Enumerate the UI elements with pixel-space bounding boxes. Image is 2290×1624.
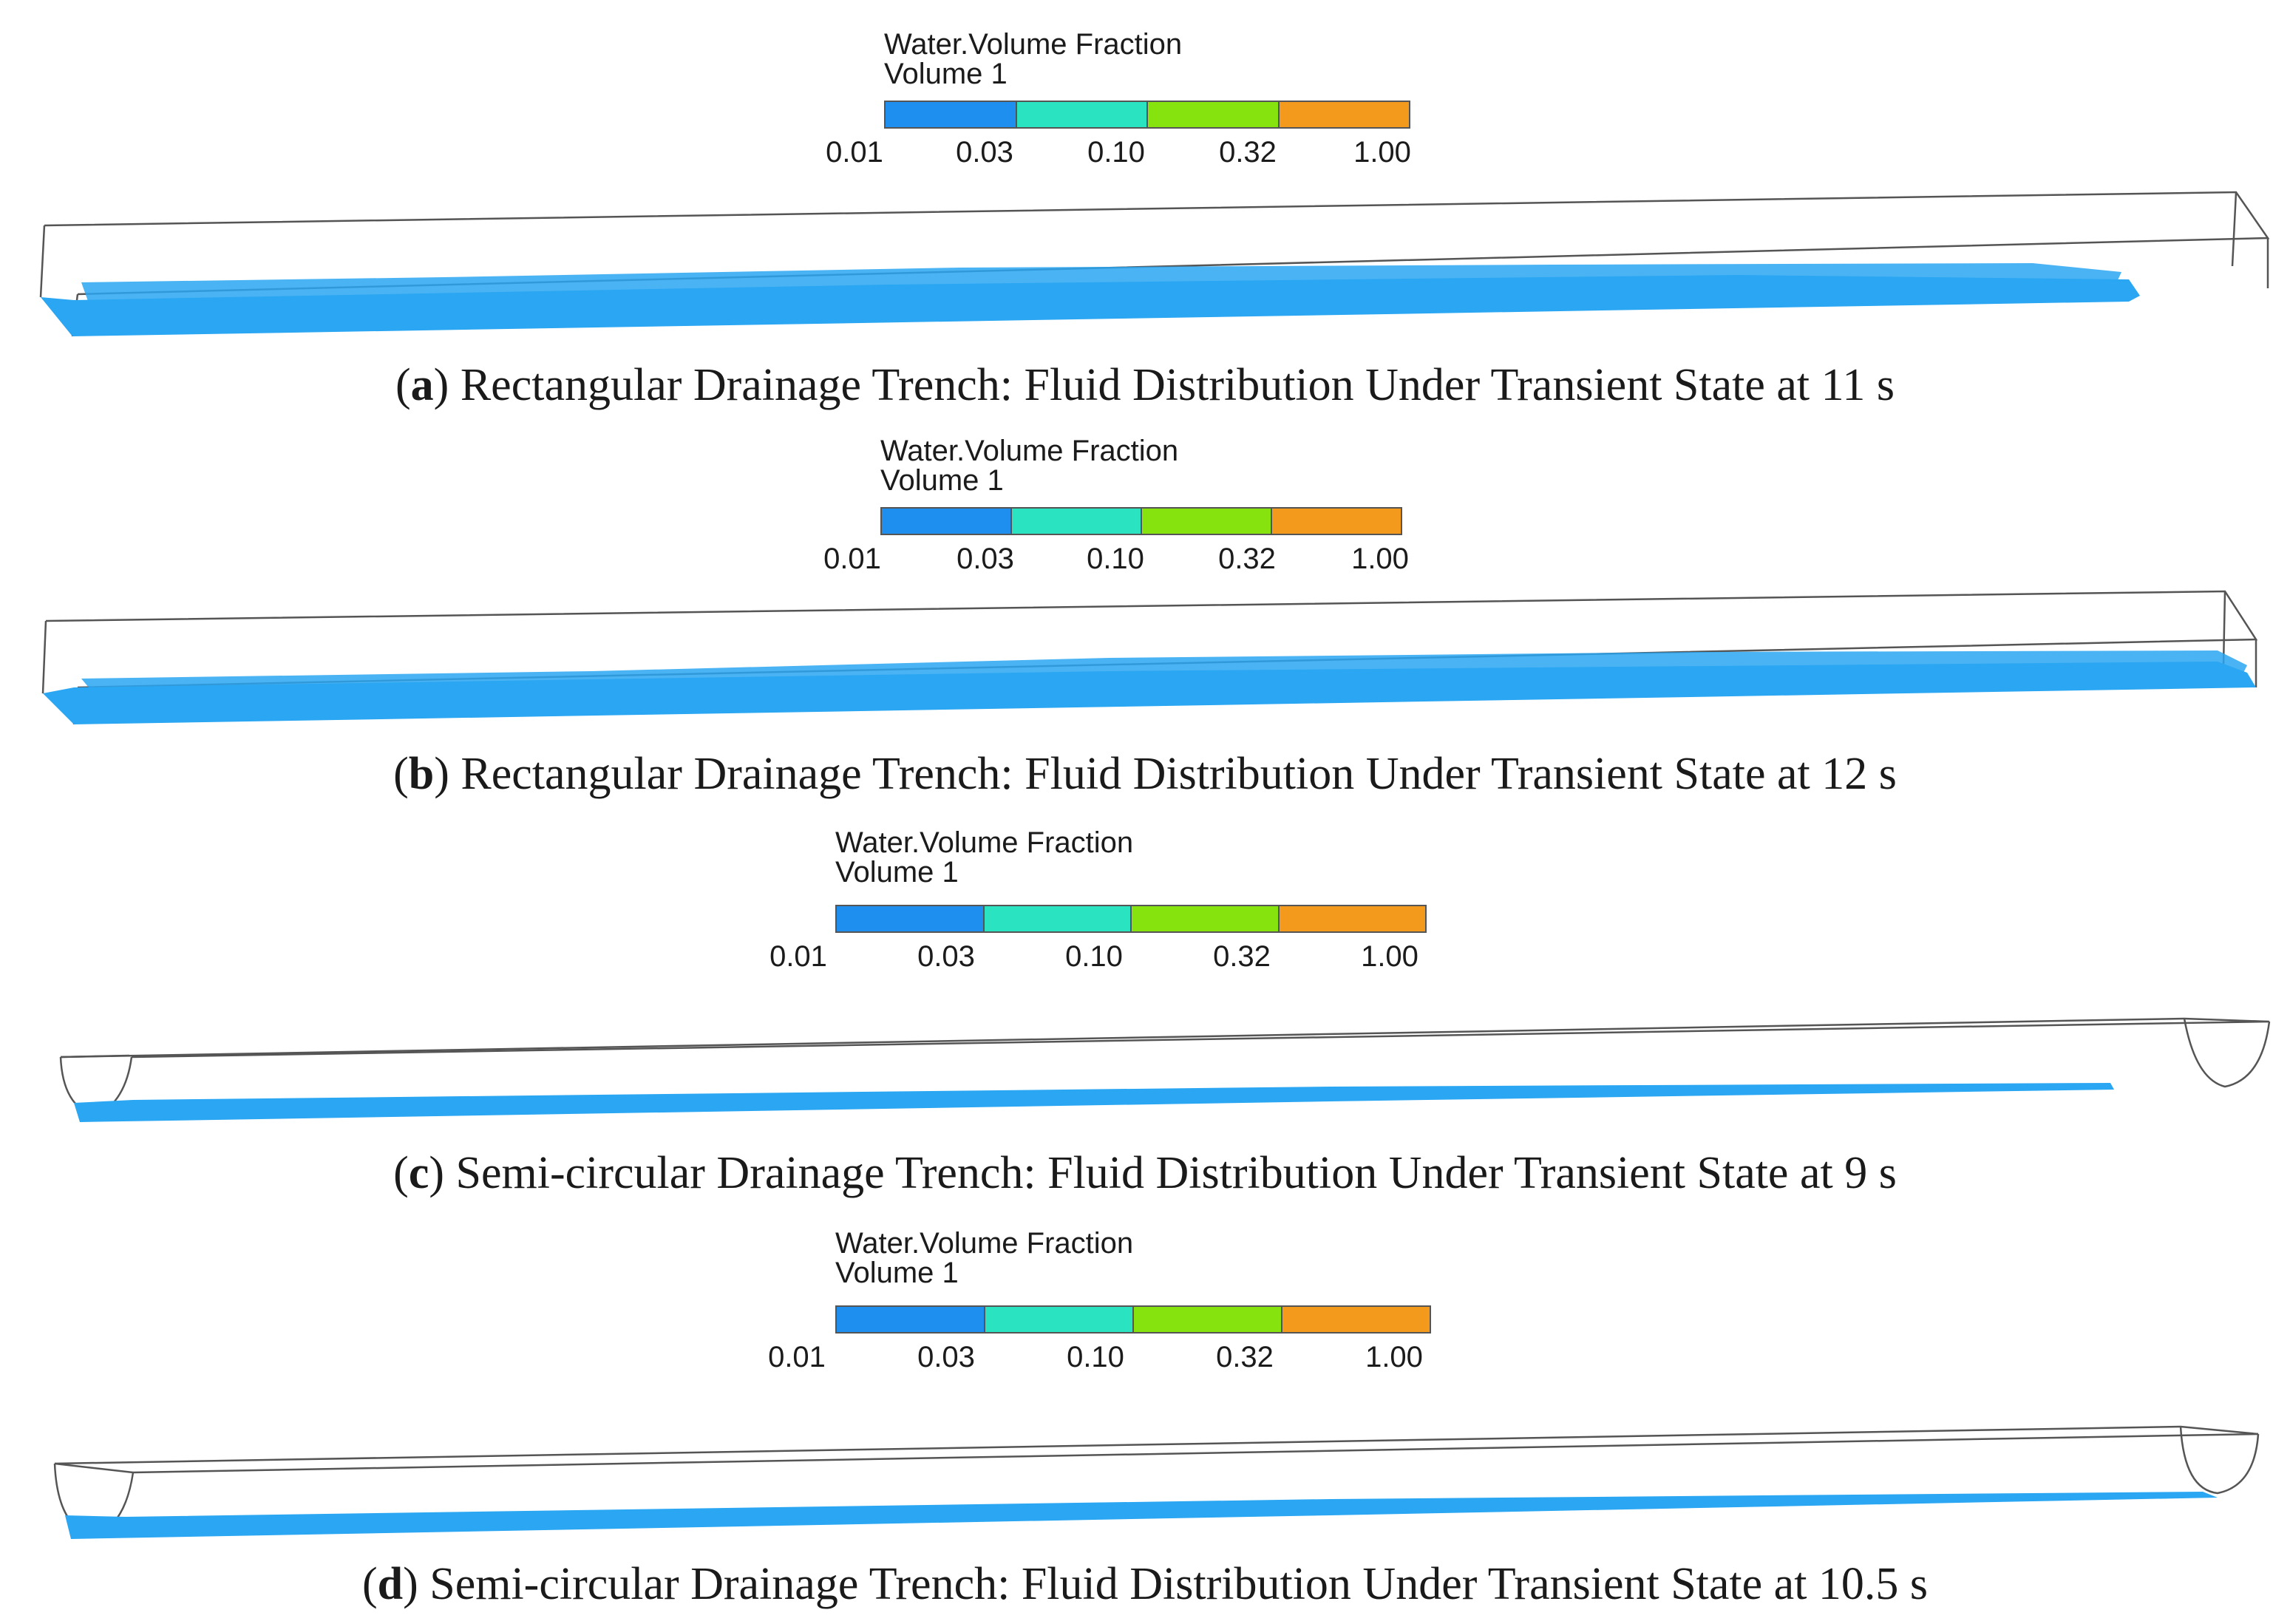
tick-label: 0.03 [917,1341,975,1373]
color-segment [1132,1307,1281,1332]
color-segment [1271,509,1401,534]
color-segment [1277,102,1409,127]
legend-title: Water.Volume Fraction [880,435,1179,467]
tick-label: 0.10 [1087,543,1144,575]
legend-d: Water.Volume Fraction Volume 1 0.01 0.03… [768,1227,1437,1384]
color-segment [984,1307,1132,1332]
tick-label: 0.01 [768,1341,826,1373]
legend-title: Water.Volume Fraction [884,28,1183,61]
legend-subtitle: Volume 1 [884,58,1008,90]
color-segment [886,102,1016,127]
legend-b: Water.Volume Fraction Volume 1 0.01 0.03… [817,436,1482,591]
tick-label: 0.01 [769,940,827,973]
legend-title: Water.Volume Fraction [835,1227,1134,1260]
color-segment [1146,102,1278,127]
water-body [65,1492,2218,1539]
caption-text: Semi-circular Drainage Trench: Fluid Dis… [429,1559,1929,1609]
tick-label: 0.01 [823,543,881,575]
color-segment [882,509,1010,534]
tick-label: 0.32 [1219,136,1277,169]
trench-semicircular-c [59,1017,2271,1122]
legend-subtitle: Volume 1 [835,1257,959,1289]
color-segment [1277,906,1425,931]
caption-b: (b) Rectangular Drainage Trench: Fluid D… [393,749,1897,799]
legend-title: Water.Volume Fraction [835,826,1134,859]
caption-c: (c) Semi-circular Drainage Trench: Fluid… [393,1148,1897,1198]
caption-letter: b [408,749,435,799]
tick-label: 0.03 [917,940,975,973]
color-segment [1015,102,1146,127]
caption-a: (a) Rectangular Drainage Trench: Fluid D… [395,360,1895,410]
tick-label: 0.32 [1216,1341,1274,1373]
trench-rectangular-b [41,590,2258,725]
water-body [74,1083,2114,1122]
tick-label: 0.10 [1065,940,1123,973]
tick-label: 0.32 [1213,940,1271,973]
legend-c: Water.Volume Fraction Volume 1 0.01 0.03… [769,826,1437,983]
tick-label: 0.10 [1067,1341,1124,1373]
color-segment [982,906,1130,931]
tick-label: 1.00 [1351,543,1409,575]
tick-label: 0.01 [826,136,883,169]
caption-text: Rectangular Drainage Trench: Fluid Distr… [460,360,1895,410]
water-surface [81,263,2121,303]
legend-subtitle: Volume 1 [880,464,1004,497]
tick-label: 1.00 [1361,940,1418,973]
caption-text: Semi-circular Drainage Trench: Fluid Dis… [455,1148,1897,1198]
caption-letter: c [408,1148,429,1198]
color-bar [835,1305,1431,1333]
trench-rectangular-a [39,191,2270,337]
color-segment [837,1307,984,1332]
tick-label: 1.00 [1353,136,1411,169]
color-segment [1281,1307,1430,1332]
color-bar [884,101,1410,129]
color-segment [1141,509,1271,534]
legend-subtitle: Volume 1 [835,856,959,889]
color-bar [835,905,1427,933]
color-segment [1130,906,1278,931]
caption-text: Rectangular Drainage Trench: Fluid Distr… [461,749,1897,799]
color-bar [880,507,1402,535]
caption-letter: a [410,360,434,410]
tick-label: 0.03 [957,543,1014,575]
caption-d: (d) Semi-circular Drainage Trench: Fluid… [361,1559,1929,1609]
legend-a: Water.Volume Fraction Volume 1 0.01 0.03… [820,30,1486,185]
color-segment [1010,509,1141,534]
tick-label: 1.00 [1365,1341,1423,1373]
color-segment [837,906,983,931]
caption-letter: d [377,1559,404,1609]
tick-label: 0.32 [1218,543,1276,575]
tick-label: 0.10 [1087,136,1145,169]
trench-semicircular-d [53,1425,2260,1539]
water-surface [81,650,2247,696]
tick-label: 0.03 [956,136,1013,169]
